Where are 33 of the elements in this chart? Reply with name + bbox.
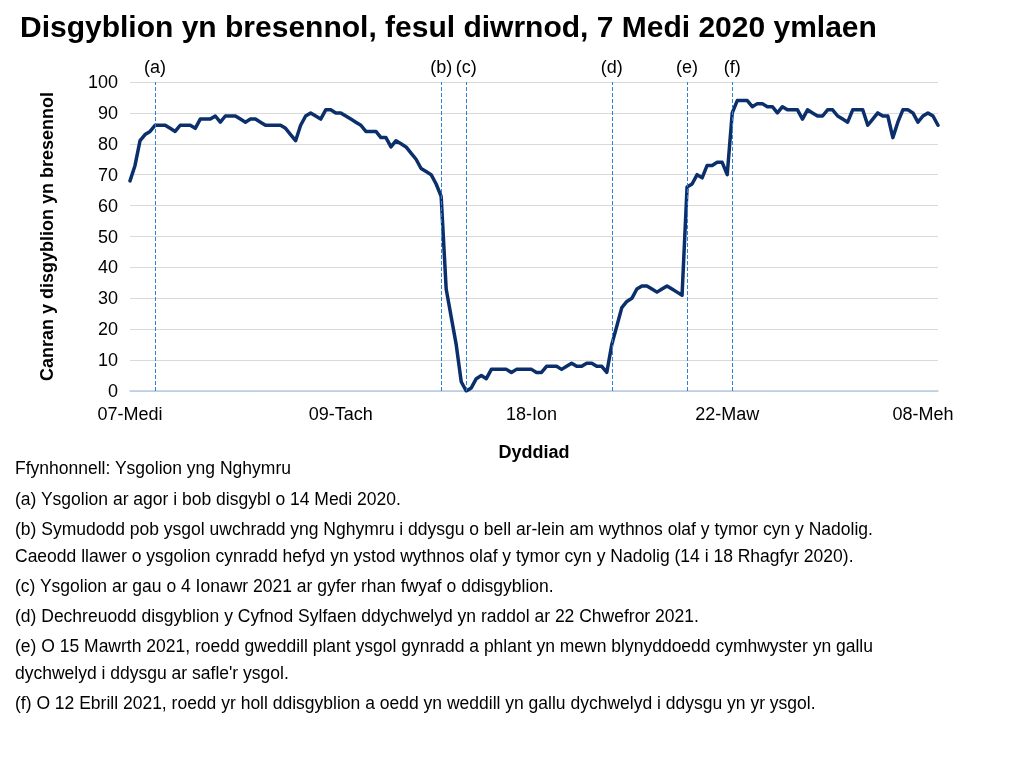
- x-tick-label: 07-Medi: [97, 404, 163, 424]
- text: (b): [430, 57, 453, 77]
- x-tick-label: 08-Meh: [892, 404, 954, 424]
- line-series: [128, 98, 940, 393]
- x-tick-label: 18-Ion: [505, 404, 558, 424]
- y-tick-label: 70: [97, 164, 118, 185]
- text: (a): [144, 57, 167, 77]
- y-axis-title: Canran y disgyblion yn bresennol: [37, 91, 57, 382]
- x-tick-label: 22-Maw: [695, 404, 761, 424]
- text: (c): [455, 57, 477, 77]
- y-tick-label: 40: [97, 257, 118, 278]
- y-tick-label: 20: [97, 319, 118, 340]
- chart-title: Disgyblion yn bresennol, fesul diwrnod, 7 Medi 2020 ymlaen: [20, 9, 877, 43]
- text: (f): [723, 57, 741, 77]
- text: Ffynhonnell: Ysgolion yng Nghymru: [15, 458, 291, 478]
- text: (e): [676, 57, 699, 77]
- text: (c) Ysgolion ar gau o 4 Ionawr 2021 ar gyfer rhan fwyaf o ddisgyblion.: [15, 575, 555, 598]
- text: (d) Dechreuodd disgyblion y Cyfnod Sylfaen ddychwelyd yn raddol ar 22 Chwefror 2021.: [15, 605, 700, 628]
- y-tick-label: 90: [97, 102, 118, 123]
- text: (f) O 12 Ebrill 2021, roedd yr holl ddisgyblion a oedd yn weddill yn gallu dychwelyd i ddysgu yn yr ysgol.: [15, 692, 817, 715]
- text: (e) O 15 Mawrth 2021, roedd gweddill plant ysgol gynradd a phlant yn mewn blynyddoedd cymhwyster yn gallu dychwelyd i ddysgu ar safle'r ysgol.: [15, 635, 874, 685]
- text: (a) Ysgolion ar agor i bob disgybl o 14 Medi 2020.: [15, 488, 402, 511]
- y-tick-label: 50: [97, 226, 118, 247]
- x-axis-title: Dyddiad: [498, 442, 570, 462]
- text: (b) Symudodd pob ysgol uwchradd yng Nghymru i ddysgu o bell ar-lein am wythnos olaf y tymor cyn y Nadolig. Caeodd llawer o ysgolion cynradd hefyd yn ystod wythnos olaf y tymor cyn y Nadolig (14 i 18 Rhagfyr 2020).: [15, 518, 874, 568]
- y-tick-label: 30: [97, 288, 118, 309]
- y-tick-label: 60: [97, 195, 118, 216]
- y-tick-label: 100: [87, 72, 118, 92]
- x-tick-label: 09-Tach: [308, 404, 373, 424]
- y-tick-label: 0: [107, 381, 118, 401]
- y-tick-label: 80: [97, 133, 118, 154]
- y-tick-label: 10: [97, 350, 118, 371]
- text: (d): [600, 57, 623, 77]
